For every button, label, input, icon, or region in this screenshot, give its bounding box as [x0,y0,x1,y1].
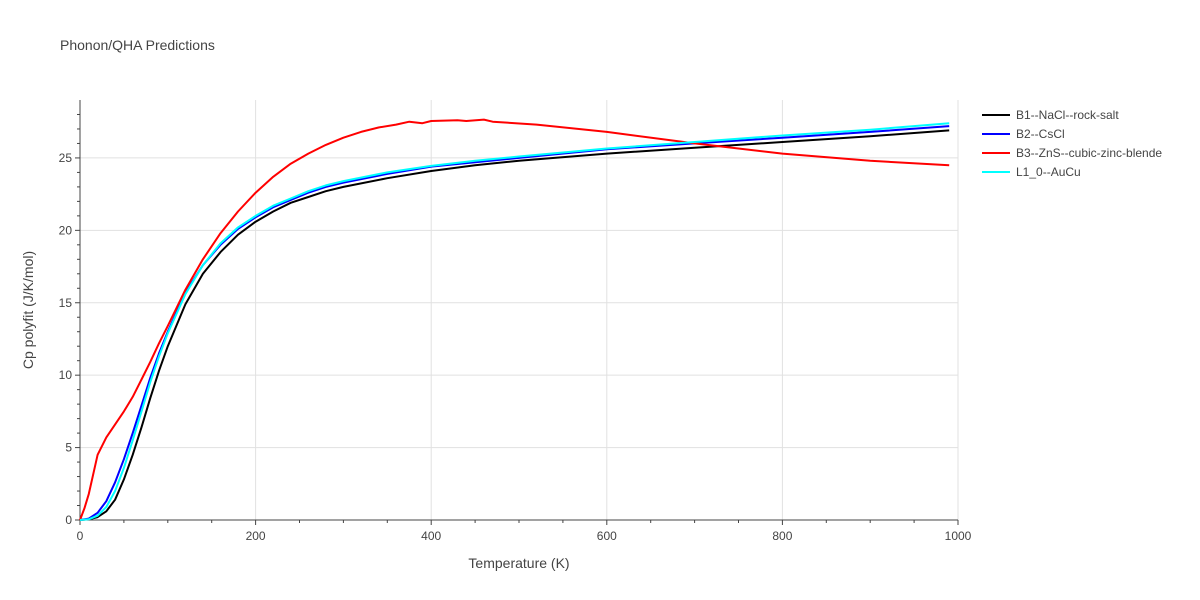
y-tick-label: 5 [65,441,72,455]
x-tick-label: 200 [246,529,266,543]
grid [80,100,959,520]
x-tick-label: 1000 [945,529,972,543]
series-line-1 [79,129,950,521]
series-line-4 [79,122,950,521]
x-tick-label: 800 [772,529,792,543]
series-line-2 [79,125,950,521]
y-axis-title: Cp polyfit (J/K/mol) [20,251,36,369]
x-axis-title: Temperature (K) [468,555,569,571]
series-line-3 [79,118,950,521]
x-tick-label: 400 [421,529,441,543]
y-tick-label: 25 [59,151,73,165]
legend-label-2: B2--CsCl [1016,127,1065,141]
legend-label-4: L1_0--AuCu [1016,165,1081,179]
plot-area [79,118,950,521]
chart-title: Phonon/QHA Predictions [60,37,215,53]
y-tick-label: 10 [59,368,73,382]
x-tick-label: 600 [597,529,617,543]
axis-ticks: 0 200 400 600 800 1000 0 5 10 15 20 25 [59,100,972,543]
y-tick-label: 20 [59,223,73,237]
legend-label-3: B3--ZnS--cubic-zinc-blende [1016,146,1162,160]
y-tick-label: 0 [65,513,72,527]
legend-label-1: B1--NaCl--rock-salt [1016,108,1119,122]
y-tick-label: 15 [59,296,73,310]
x-tick-label: 0 [77,529,84,543]
legend: B1--NaCl--rock-salt B2--CsCl B3--ZnS--cubi… [982,108,1162,179]
